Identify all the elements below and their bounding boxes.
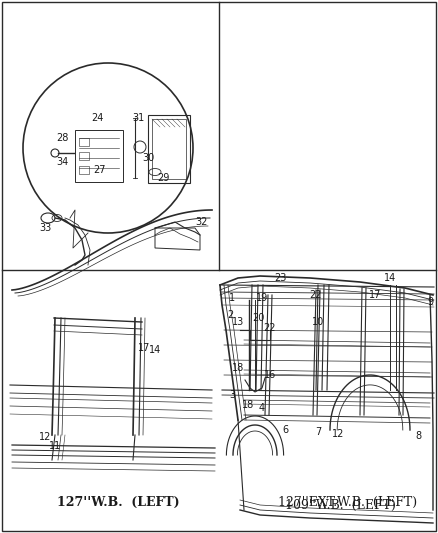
Text: 22: 22 bbox=[264, 323, 276, 333]
Bar bbox=[79, 138, 89, 146]
Text: 4: 4 bbox=[259, 403, 265, 413]
Text: 8: 8 bbox=[415, 431, 421, 441]
Text: 27: 27 bbox=[94, 165, 106, 175]
Text: 30: 30 bbox=[142, 153, 154, 163]
Text: 19: 19 bbox=[256, 293, 268, 303]
Bar bbox=[148, 115, 190, 183]
Text: 20: 20 bbox=[252, 313, 264, 323]
Text: 12: 12 bbox=[332, 429, 344, 439]
Text: 1: 1 bbox=[229, 293, 235, 303]
Text: 13: 13 bbox=[232, 317, 244, 327]
Text: 18: 18 bbox=[232, 363, 244, 373]
Text: 18: 18 bbox=[242, 400, 254, 410]
Text: 23: 23 bbox=[274, 273, 286, 283]
Text: 12: 12 bbox=[39, 432, 51, 442]
Bar bbox=[152, 119, 186, 179]
Text: 17: 17 bbox=[138, 343, 150, 353]
Text: 2: 2 bbox=[227, 310, 233, 320]
Text: 127''EXT.W.B.  (LEFT): 127''EXT.W.B. (LEFT) bbox=[279, 496, 417, 508]
Bar bbox=[79, 166, 89, 174]
Text: 32: 32 bbox=[196, 217, 208, 227]
Text: 109''W.B.  (LEFT): 109''W.B. (LEFT) bbox=[285, 498, 396, 512]
Text: 16: 16 bbox=[264, 370, 276, 380]
Text: 9: 9 bbox=[427, 297, 433, 307]
Text: 10: 10 bbox=[312, 317, 324, 327]
Bar bbox=[79, 152, 89, 160]
Text: 11: 11 bbox=[49, 441, 61, 451]
Text: 3: 3 bbox=[229, 390, 235, 400]
Text: 31: 31 bbox=[132, 113, 144, 123]
Text: 24: 24 bbox=[91, 113, 103, 123]
Text: 7: 7 bbox=[315, 427, 321, 437]
Text: 34: 34 bbox=[56, 157, 68, 167]
Text: 28: 28 bbox=[56, 133, 68, 143]
Text: 14: 14 bbox=[384, 273, 396, 283]
Text: 33: 33 bbox=[39, 223, 51, 233]
Text: 17: 17 bbox=[369, 290, 381, 300]
Text: 6: 6 bbox=[282, 425, 288, 435]
Text: 29: 29 bbox=[157, 173, 169, 183]
Text: 22: 22 bbox=[309, 290, 321, 300]
Text: 14: 14 bbox=[149, 345, 161, 355]
Text: 127''W.B.  (LEFT): 127''W.B. (LEFT) bbox=[57, 496, 179, 508]
Bar bbox=[75, 130, 123, 182]
